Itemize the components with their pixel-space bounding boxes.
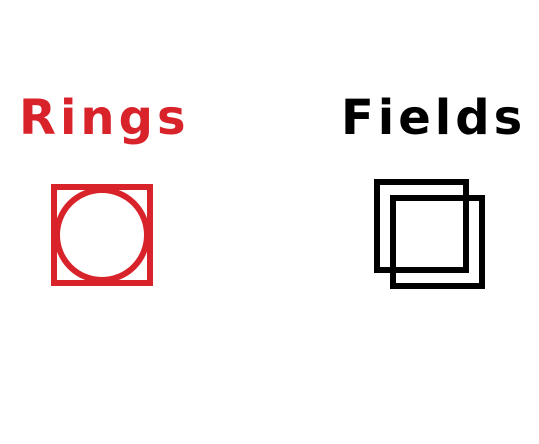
rings-icon-circle <box>54 187 150 283</box>
square-with-inscribed-circle-icon <box>51 184 153 286</box>
rings-label: Rings <box>19 90 190 146</box>
fields-icon-back-square <box>374 179 469 273</box>
overlapping-squares-icon <box>374 179 485 289</box>
fields-label: Fields <box>341 90 527 146</box>
fields-icon-front-square <box>390 195 485 289</box>
